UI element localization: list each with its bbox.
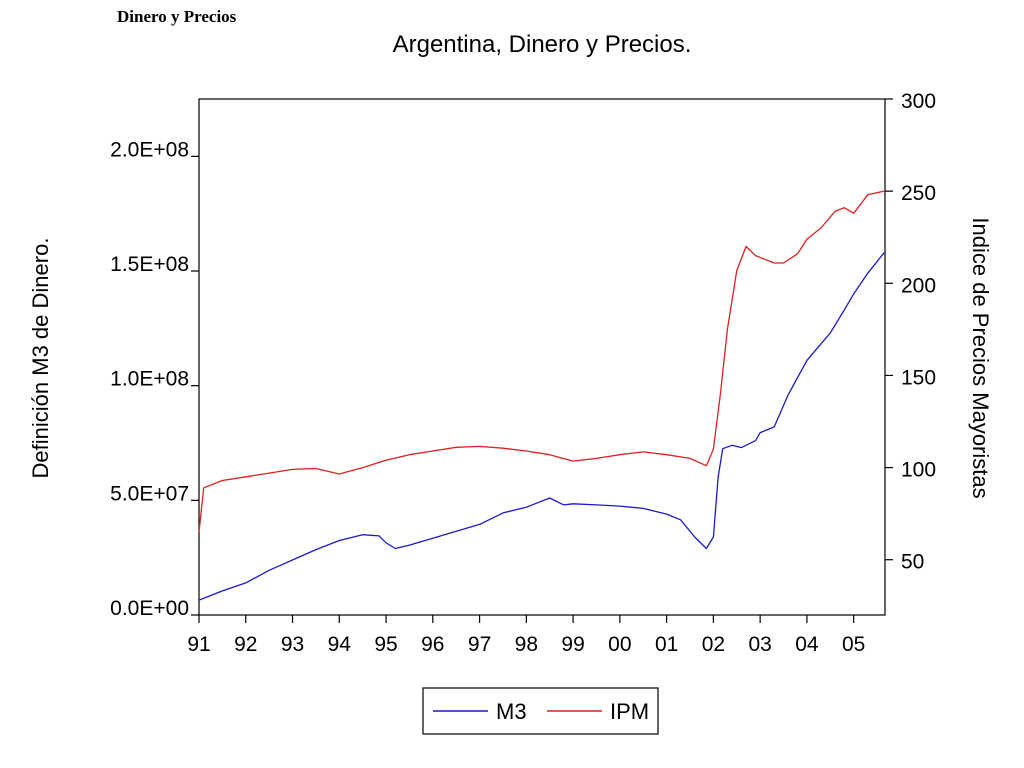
right-tick-label: 150	[901, 366, 936, 389]
right-axis: 50 100 150 200 250 300	[885, 90, 936, 574]
left-tick-label: 1.5E+08	[110, 253, 189, 276]
chart-title: Argentina, Dinero y Precios.	[393, 31, 692, 58]
left-tick-label: 0.0E+00	[110, 597, 189, 620]
x-tick-label: 01	[655, 633, 678, 656]
series-line-ipm	[198, 190, 885, 533]
x-axis: 91 92 93 94 95 96 97 98 99 00 01 02 03 04 05	[187, 615, 865, 656]
x-tick-label: 91	[187, 633, 210, 656]
x-tick-label: 00	[608, 633, 631, 656]
y-axis-label-left: Definición M3 de Dinero.	[28, 238, 53, 479]
x-tick-label: 98	[515, 633, 538, 656]
legend-label-ipm: IPM	[610, 699, 649, 724]
x-tick-label: 99	[561, 633, 584, 656]
left-axis: 0.0E+00 5.0E+07 1.0E+08 1.5E+08 2.0E+08	[110, 138, 199, 620]
left-tick-label: 5.0E+07	[110, 482, 189, 505]
x-tick-label: 03	[748, 633, 771, 656]
legend: M3 IPM	[422, 687, 659, 735]
x-tick-label: 05	[842, 633, 865, 656]
x-tick-label: 94	[328, 633, 352, 656]
series-lines	[198, 190, 885, 601]
right-tick-label: 300	[901, 90, 936, 113]
x-tick-label: 96	[421, 633, 444, 656]
right-tick-label: 50	[901, 551, 924, 574]
right-tick-label: 200	[901, 274, 936, 297]
legend-label-m3: M3	[496, 699, 527, 724]
x-tick-label: 93	[281, 633, 304, 656]
x-tick-label: 92	[234, 633, 257, 656]
plot-area	[198, 98, 886, 616]
x-tick-label: 95	[374, 633, 397, 656]
right-tick-label: 250	[901, 182, 936, 205]
x-tick-label: 02	[702, 633, 725, 656]
header-label: Dinero y Precios	[117, 7, 237, 26]
x-tick-label: 04	[795, 633, 819, 656]
right-tick-label: 100	[901, 459, 936, 482]
left-tick-label: 2.0E+08	[110, 138, 189, 161]
left-tick-label: 1.0E+08	[110, 368, 189, 391]
y-axis-label-right: Indice de Precios Mayoristas	[968, 217, 993, 498]
series-line-m3	[198, 252, 885, 601]
x-tick-label: 97	[468, 633, 491, 656]
